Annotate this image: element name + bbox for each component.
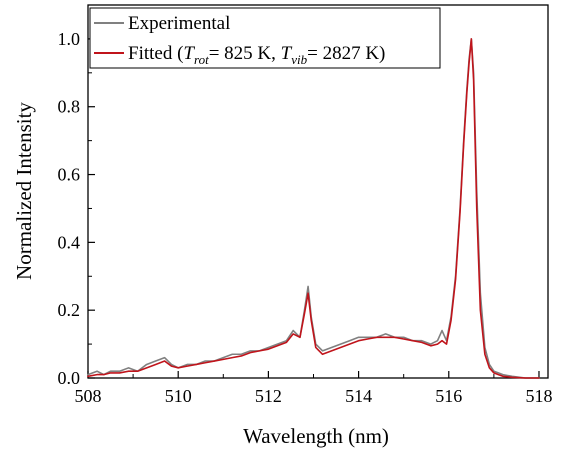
plot-frame	[87, 4, 549, 379]
legend-box	[89, 7, 441, 69]
vib-subscript: vib	[291, 52, 307, 67]
series-layer	[87, 38, 540, 379]
x-tick-label: 518	[525, 386, 552, 406]
x-tick-label: 508	[75, 386, 102, 406]
y-tick-label: 0.6	[58, 165, 81, 185]
x-tick-label: 512	[255, 386, 282, 406]
legend-label-fitted: Fitted (Trot= 825 K, Tvib= 2827 K)	[128, 43, 385, 67]
y-axis-title: Normalized Intensity	[12, 102, 36, 280]
y-tick-label: 0.4	[58, 232, 81, 252]
x-tick-label: 516	[435, 386, 462, 406]
y-tick-label: 0.8	[58, 97, 81, 117]
y-tick-label: 0.0	[58, 368, 81, 388]
x-tick-label: 514	[345, 386, 372, 406]
series-line-fitted	[87, 38, 540, 379]
series-line-experimental	[87, 38, 540, 379]
y-tick-label: 1.0	[58, 29, 81, 49]
rot-subscript: rot	[194, 52, 209, 67]
rot-value: = 825 K,	[209, 43, 281, 64]
fitted-prefix: Fitted (	[128, 43, 183, 64]
x-axis-title: Wavelength (nm)	[243, 424, 389, 448]
t-vib-symbol: T	[281, 43, 293, 64]
legend: Experimental Fitted (Trot= 825 K, Tvib= …	[89, 7, 441, 69]
axis-ticks: 508 510 512 514 516 518 0.0 0.2 0.4 0.6 0.8 1.0	[58, 4, 552, 406]
x-tick-label: 510	[165, 386, 192, 406]
y-tick-label: 0.2	[58, 300, 81, 320]
t-rot-symbol: T	[183, 43, 195, 64]
vib-value: = 2827 K)	[307, 43, 385, 64]
legend-label-experimental: Experimental	[128, 13, 230, 34]
